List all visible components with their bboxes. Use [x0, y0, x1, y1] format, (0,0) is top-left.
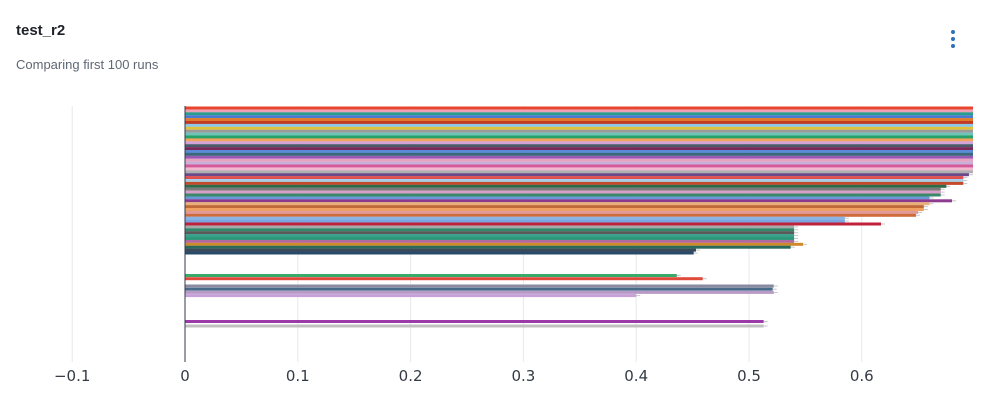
bar[interactable]: [185, 202, 930, 206]
bar[interactable]: [185, 237, 795, 240]
x-tick-label: 0.5: [737, 367, 761, 385]
bar[interactable]: [185, 141, 973, 145]
bar[interactable]: [185, 219, 845, 223]
bar[interactable]: [185, 176, 964, 180]
x-tick-label: 0.6: [850, 367, 874, 385]
x-tick-label: 0.4: [624, 367, 648, 385]
x-tick-label: −0.1: [54, 367, 90, 385]
bar[interactable]: [185, 147, 973, 151]
bar[interactable]: [185, 121, 973, 124]
bar[interactable]: [185, 106, 973, 110]
bar[interactable]: [185, 320, 764, 323]
bar[interactable]: [185, 234, 795, 238]
bar[interactable]: [185, 193, 941, 197]
bar[interactable]: [185, 228, 795, 232]
bar[interactable]: [185, 132, 973, 136]
bar[interactable]: [185, 287, 773, 291]
bar[interactable]: [185, 150, 973, 153]
bar[interactable]: [185, 242, 804, 246]
panel-title: test_r2: [16, 22, 66, 39]
x-tick-label: 0.2: [399, 367, 423, 385]
bar[interactable]: [185, 222, 881, 226]
bar[interactable]: [185, 205, 924, 209]
bar[interactable]: [185, 118, 973, 122]
menu-dot: [951, 30, 955, 34]
bar[interactable]: [185, 294, 637, 298]
bar[interactable]: [185, 251, 694, 255]
bar[interactable]: [185, 115, 973, 119]
bar[interactable]: [185, 138, 973, 142]
bar[interactable]: [185, 277, 703, 281]
x-tick-label: 0.3: [511, 367, 535, 385]
bar[interactable]: [185, 123, 973, 127]
bar[interactable]: [185, 184, 947, 188]
bar[interactable]: [185, 274, 677, 277]
tick-labels: −0.1 0 0.1 0.2 0.3 0.4 0.5 0.6: [54, 367, 874, 385]
menu-dot: [951, 44, 955, 48]
bar[interactable]: [185, 225, 795, 229]
bar[interactable]: [185, 173, 969, 177]
bar[interactable]: [185, 213, 916, 217]
bar[interactable]: [185, 179, 964, 182]
x-tick-label: 0.1: [286, 367, 310, 385]
bar[interactable]: [185, 190, 941, 194]
bar[interactable]: [185, 109, 973, 113]
bar[interactable]: [185, 245, 791, 249]
bar[interactable]: [185, 152, 973, 156]
panel-subtitle: Comparing first 100 runs: [16, 57, 159, 72]
bar[interactable]: [185, 170, 973, 174]
bar[interactable]: [185, 196, 930, 200]
bar[interactable]: [185, 248, 696, 252]
bar[interactable]: [185, 158, 973, 162]
bar[interactable]: [185, 216, 845, 220]
bar[interactable]: [185, 144, 973, 148]
bar[interactable]: [185, 129, 973, 133]
bar-layer: [185, 106, 973, 328]
bar[interactable]: [185, 164, 973, 168]
menu-dot: [951, 37, 955, 41]
bar[interactable]: [185, 187, 941, 191]
bar[interactable]: [185, 126, 973, 130]
bar[interactable]: [185, 155, 973, 159]
x-tick-label: 0: [180, 367, 190, 385]
bar[interactable]: [185, 239, 795, 243]
bar[interactable]: [185, 181, 964, 185]
bar[interactable]: [185, 161, 973, 165]
bar[interactable]: [185, 284, 774, 288]
bar[interactable]: [185, 135, 973, 139]
bar[interactable]: [185, 112, 973, 116]
bar[interactable]: [185, 231, 795, 235]
kebab-menu-icon[interactable]: [940, 26, 966, 52]
bar[interactable]: [185, 199, 953, 203]
bar[interactable]: [185, 324, 764, 328]
bar[interactable]: [185, 210, 919, 214]
bar[interactable]: [185, 167, 973, 171]
bar[interactable]: [185, 290, 774, 294]
bar[interactable]: [185, 208, 924, 211]
